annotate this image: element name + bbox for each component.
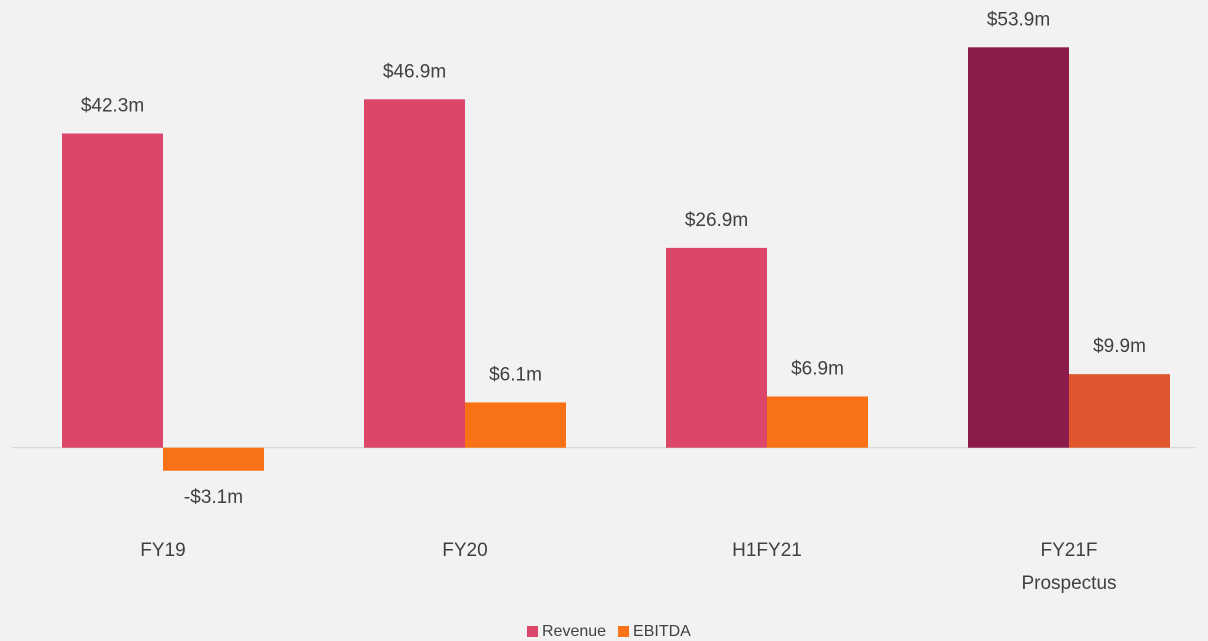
value-label: $42.3m xyxy=(81,96,144,117)
legend-label: EBITDA xyxy=(633,623,691,640)
value-label: $46.9m xyxy=(383,61,446,82)
value-label: $26.9m xyxy=(685,210,748,231)
bar xyxy=(163,447,264,471)
legend-swatch xyxy=(527,626,538,637)
value-label: $53.9m xyxy=(987,9,1050,30)
bar xyxy=(968,47,1069,448)
legend-swatch xyxy=(618,626,630,637)
x-tick-label: FY20 xyxy=(442,540,487,561)
x-tick-label: H1FY21 xyxy=(732,540,802,561)
x-tick-label: FY21F Prospectus xyxy=(1021,540,1116,594)
value-label: $9.9m xyxy=(1093,336,1146,357)
legend-label: Revenue xyxy=(542,623,606,640)
bar xyxy=(62,133,163,448)
bar xyxy=(465,402,566,448)
value-label: -$3.1m xyxy=(184,487,243,508)
value-label: $6.1m xyxy=(489,364,542,385)
bar xyxy=(666,247,767,448)
bar xyxy=(364,99,465,448)
bar xyxy=(1069,374,1170,448)
value-label: $6.9m xyxy=(791,358,844,379)
x-tick-label: FY19 xyxy=(140,540,185,561)
bar xyxy=(767,396,868,448)
